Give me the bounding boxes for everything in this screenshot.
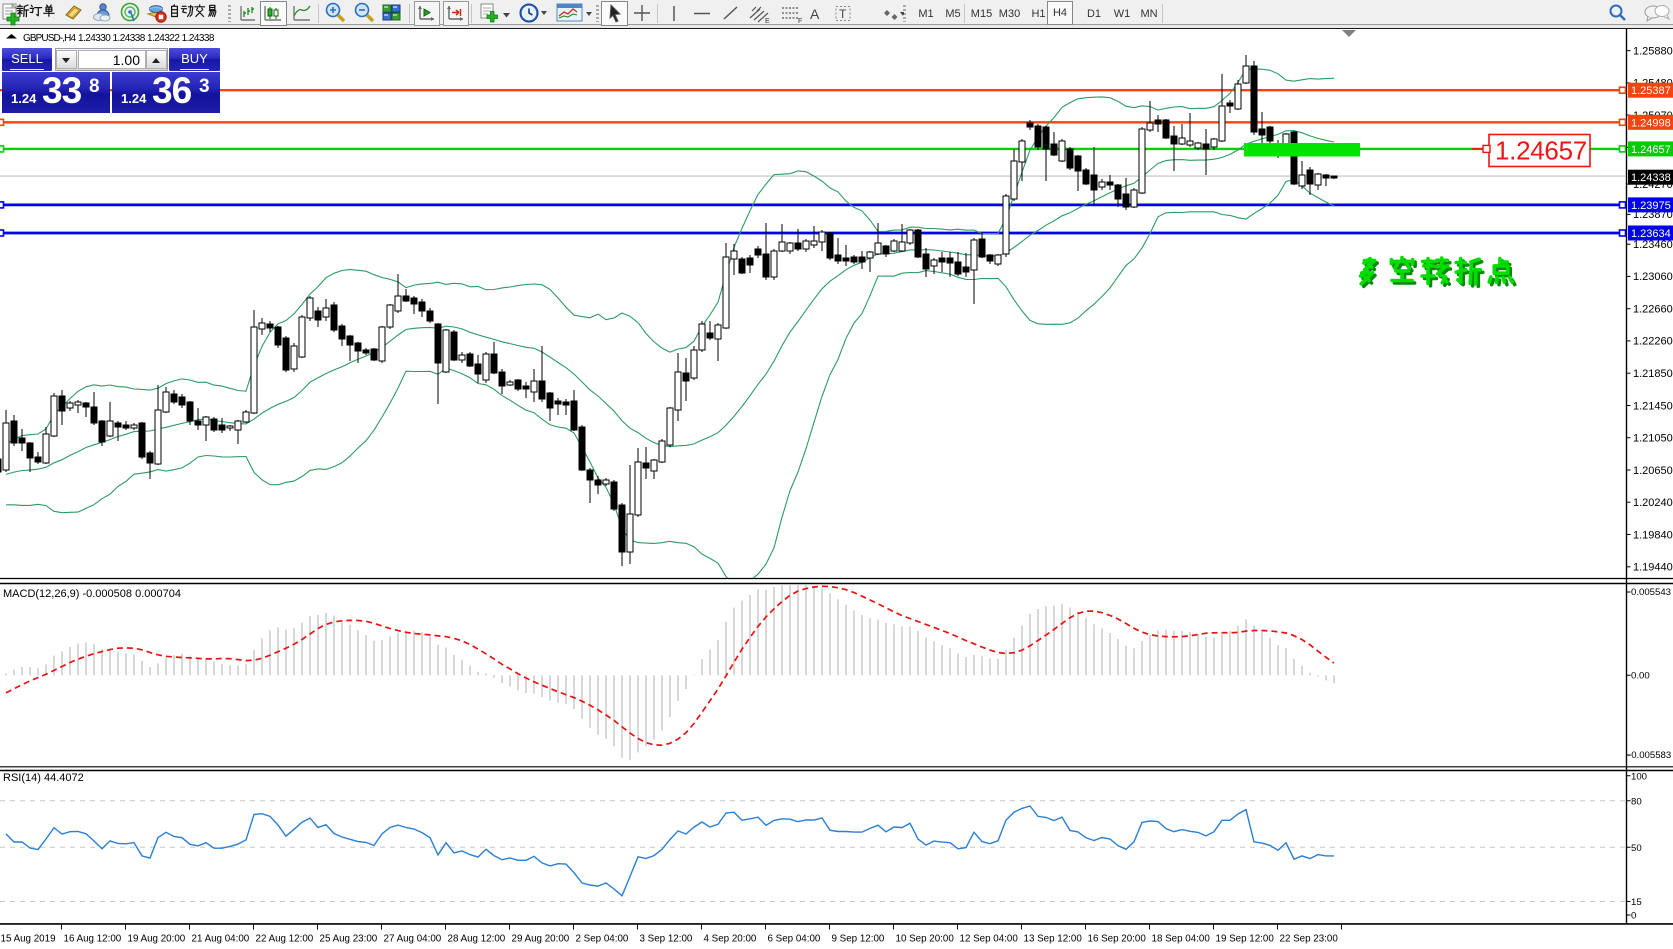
svg-text:-0.005583: -0.005583: [1628, 750, 1671, 761]
svg-text:1.22260: 1.22260: [1633, 336, 1673, 348]
svg-text:A: A: [810, 6, 820, 22]
svg-text:19 Aug 20:00: 19 Aug 20:00: [128, 934, 186, 945]
svg-text:50: 50: [1631, 843, 1642, 854]
svg-text:2 Sep 04:00: 2 Sep 04:00: [576, 934, 629, 945]
svg-text:21 Aug 04:00: 21 Aug 04:00: [192, 934, 250, 945]
svg-text:0: 0: [1631, 911, 1636, 922]
svg-text:6 Sep 04:00: 6 Sep 04:00: [768, 934, 821, 945]
svg-text:1.25880: 1.25880: [1633, 45, 1673, 57]
svg-text:1.23060: 1.23060: [1633, 271, 1673, 283]
svg-text:29 Aug 20:00: 29 Aug 20:00: [512, 934, 570, 945]
svg-text:19 Sep 12:00: 19 Sep 12:00: [1216, 934, 1275, 945]
svg-text:E: E: [765, 18, 770, 25]
svg-text:MACD(12,26,9) -0.000508 0.0007: MACD(12,26,9) -0.000508 0.000704: [3, 588, 181, 600]
svg-text:16 Aug 12:00: 16 Aug 12:00: [64, 934, 122, 945]
svg-text:1.24657: 1.24657: [1495, 136, 1587, 166]
svg-text:9 Sep 12:00: 9 Sep 12:00: [832, 934, 885, 945]
svg-text:13 Sep 12:00: 13 Sep 12:00: [1024, 934, 1083, 945]
svg-text:1.24998: 1.24998: [1631, 117, 1671, 129]
svg-text:1.23634: 1.23634: [1631, 228, 1671, 240]
svg-text:15: 15: [1631, 897, 1642, 908]
svg-text:22 Aug 12:00: 22 Aug 12:00: [256, 934, 314, 945]
svg-text:3 Sep 12:00: 3 Sep 12:00: [640, 934, 693, 945]
svg-text:1.20650: 1.20650: [1633, 465, 1673, 477]
svg-text:1.25387: 1.25387: [1631, 85, 1671, 97]
svg-text:F: F: [798, 18, 802, 25]
svg-text:1.24330 1.24338 1.24322 1.2433: 1.24330 1.24338 1.24322 1.24338: [78, 33, 215, 44]
svg-text:1.22660: 1.22660: [1633, 304, 1673, 316]
svg-text:1.21850: 1.21850: [1633, 368, 1673, 380]
svg-text:10 Sep 20:00: 10 Sep 20:00: [896, 934, 955, 945]
svg-text:1.21450: 1.21450: [1633, 400, 1673, 412]
svg-text:4 Sep 20:00: 4 Sep 20:00: [704, 934, 757, 945]
svg-text:GBPUSD-,H4: GBPUSD-,H4: [23, 33, 76, 44]
svg-text:27 Aug 04:00: 27 Aug 04:00: [384, 934, 442, 945]
svg-text:22 Sep 23:00: 22 Sep 23:00: [1280, 934, 1339, 945]
svg-text:1.24657: 1.24657: [1631, 144, 1671, 156]
svg-text:15 Aug 2019: 15 Aug 2019: [1, 934, 56, 945]
svg-text:12 Sep 04:00: 12 Sep 04:00: [960, 934, 1019, 945]
svg-text:1.24338: 1.24338: [1631, 172, 1671, 184]
svg-text:100: 100: [1631, 771, 1647, 782]
svg-text:1.21050: 1.21050: [1633, 433, 1673, 445]
svg-text:1.23975: 1.23975: [1631, 200, 1671, 212]
svg-text:0.00: 0.00: [1631, 671, 1650, 682]
svg-text:RSI(14) 44.4072: RSI(14) 44.4072: [3, 772, 84, 784]
svg-text:25 Aug 23:00: 25 Aug 23:00: [320, 934, 378, 945]
svg-text:16 Sep 20:00: 16 Sep 20:00: [1088, 934, 1147, 945]
svg-text:18 Sep 04:00: 18 Sep 04:00: [1152, 934, 1211, 945]
svg-text:1.20240: 1.20240: [1633, 497, 1673, 509]
svg-text:1.19440: 1.19440: [1633, 562, 1673, 574]
svg-text:1.23460: 1.23460: [1633, 239, 1673, 251]
svg-text:0.005543: 0.005543: [1631, 587, 1671, 598]
svg-text:1.19840: 1.19840: [1633, 529, 1673, 541]
svg-text:80: 80: [1631, 796, 1642, 807]
svg-text:28 Aug 12:00: 28 Aug 12:00: [448, 934, 506, 945]
svg-text:T: T: [839, 7, 847, 21]
